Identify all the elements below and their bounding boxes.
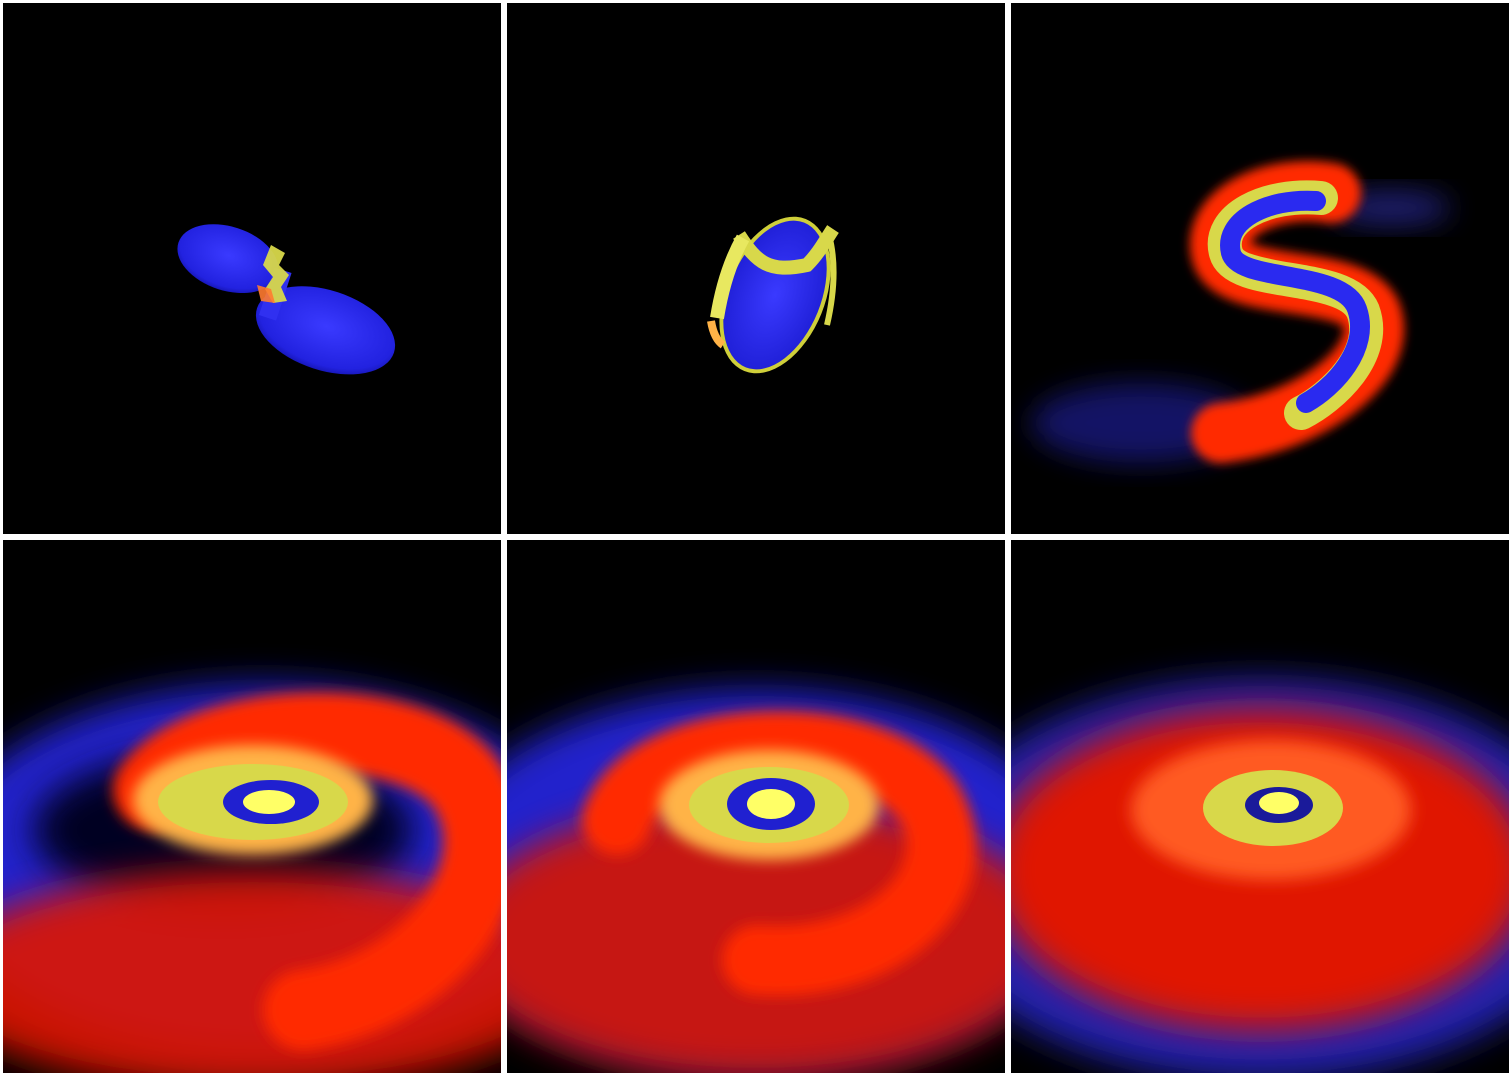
left-lobe <box>177 224 279 294</box>
panel-merging-binary <box>507 3 1005 534</box>
spiral-disk-early-image <box>3 685 501 1073</box>
core <box>747 789 795 819</box>
spiral-disk-mid-image <box>507 690 1005 1073</box>
right-lobe <box>255 286 396 375</box>
contact-binary-image <box>177 224 396 375</box>
panel-s-shaped-merger <box>1011 3 1509 534</box>
spiral-arm <box>113 692 501 1050</box>
merging-binary-image <box>707 216 839 374</box>
spiral-arm <box>582 710 976 996</box>
cold-core-band <box>1220 190 1370 413</box>
panel-spiral-disk-mid <box>507 540 1005 1073</box>
panel-spiral-disk-late <box>1011 540 1509 1073</box>
panel-contact-binary <box>3 3 501 534</box>
contact-neck <box>263 245 289 303</box>
core <box>243 790 295 814</box>
merger-seam <box>733 225 839 275</box>
core <box>1259 792 1299 814</box>
panel-spiral-disk-early <box>3 540 501 1073</box>
s-shaped-merger-image <box>1031 161 1451 463</box>
spiral-disk-late-image <box>1011 680 1509 1073</box>
